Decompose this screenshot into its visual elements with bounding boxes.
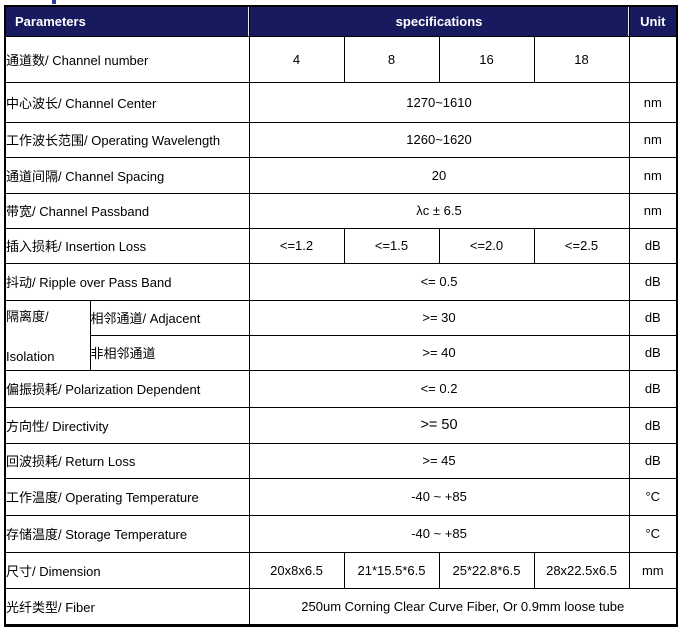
- channel-spacing-value: 20: [248, 156, 630, 194]
- operating-wavelength-label: 工作波长范围/ Operating Wavelength: [4, 121, 250, 158]
- channel-spacing-unit: nm: [628, 156, 678, 194]
- row-channel-spacing: 通道间隔/ Channel Spacing 20 nm: [4, 156, 678, 194]
- row-polarization: 偏振损耗/ Polarization Dependent <= 0.2 dB: [4, 369, 678, 408]
- storage-temperature-value: -40 ~ +85: [248, 514, 630, 553]
- fiber-label: 光纤类型/ Fiber: [4, 587, 250, 626]
- channel-number-value-2: 8: [343, 35, 440, 83]
- ripple-label: 抖动/ Ripple over Pass Band: [4, 262, 250, 301]
- return-loss-unit: dB: [628, 442, 678, 479]
- channel-passband-unit: nm: [628, 192, 678, 229]
- channel-passband-value: λc ± 6.5: [248, 192, 630, 229]
- row-dimension: 尺寸/ Dimension 20x8x6.5 21*15.5*6.5 25*22…: [4, 551, 678, 589]
- insertion-loss-label: 插入损耗/ Insertion Loss: [4, 227, 250, 264]
- channel-center-unit: nm: [628, 81, 678, 123]
- isolation-adjacent-label: 相邻通道/ Adjacent: [89, 299, 250, 336]
- specifications-table: Parameters specifications Unit 通道数/ Chan…: [4, 5, 679, 627]
- polarization-unit: dB: [628, 369, 678, 408]
- row-ripple: 抖动/ Ripple over Pass Band <= 0.5 dB: [4, 262, 678, 301]
- row-channel-number: 通道数/ Channel number 4 8 16 18: [4, 35, 678, 83]
- return-loss-label: 回波损耗/ Return Loss: [4, 442, 250, 479]
- channel-number-value-4: 18: [533, 35, 630, 83]
- insertion-loss-value-2: <=1.5: [343, 227, 440, 264]
- channel-number-value-3: 16: [438, 35, 535, 83]
- channel-passband-label: 带宽/ Channel Passband: [4, 192, 250, 229]
- channel-center-label: 中心波长/ Channel Center: [4, 81, 250, 123]
- header-specifications: specifications: [248, 5, 630, 37]
- fiber-value: 250um Corning Clear Curve Fiber, Or 0.9m…: [248, 587, 678, 626]
- row-directivity: 方向性/ Directivity >= 50 dB: [4, 406, 678, 444]
- directivity-label: 方向性/ Directivity: [4, 406, 250, 444]
- insertion-loss-value-4: <=2.5: [533, 227, 630, 264]
- operating-temperature-value: -40 ~ +85: [248, 477, 630, 516]
- row-insertion-loss: 插入损耗/ Insertion Loss <=1.2 <=1.5 <=2.0 <…: [4, 227, 678, 264]
- row-channel-passband: 带宽/ Channel Passband λc ± 6.5 nm: [4, 192, 678, 229]
- operating-wavelength-unit: nm: [628, 121, 678, 158]
- row-storage-temperature: 存储温度/ Storage Temperature -40 ~ +85 °C: [4, 514, 678, 553]
- storage-temperature-unit: °C: [628, 514, 678, 553]
- row-channel-center: 中心波长/ Channel Center 1270~1610 nm: [4, 81, 678, 123]
- isolation-non-adjacent-label: 非相邻通道: [89, 334, 250, 371]
- clipped-text-fragment: [52, 0, 56, 4]
- ripple-value: <= 0.5: [248, 262, 630, 301]
- dimension-label: 尺寸/ Dimension: [4, 551, 250, 589]
- insertion-loss-unit: dB: [628, 227, 678, 264]
- row-fiber: 光纤类型/ Fiber 250um Corning Clear Curve Fi…: [4, 587, 678, 626]
- isolation-adjacent-value: >= 30: [248, 299, 630, 336]
- dimension-value-2: 21*15.5*6.5: [343, 551, 440, 589]
- return-loss-value: >= 45: [248, 442, 630, 479]
- isolation-non-adjacent-value: >= 40: [248, 334, 630, 371]
- insertion-loss-value-3: <=2.0: [438, 227, 535, 264]
- storage-temperature-label: 存储温度/ Storage Temperature: [4, 514, 250, 553]
- operating-wavelength-value: 1260~1620: [248, 121, 630, 158]
- directivity-value: >= 50: [248, 406, 630, 444]
- isolation-label-line2: Isolation: [6, 349, 55, 364]
- header-parameters: Parameters: [4, 5, 250, 37]
- dimension-unit: mm: [628, 551, 678, 589]
- header-unit: Unit: [628, 5, 678, 37]
- isolation-label-line1: 隔离度/: [6, 309, 49, 324]
- isolation-label: 隔离度/ Isolation: [4, 299, 91, 371]
- channel-number-label: 通道数/ Channel number: [4, 35, 250, 83]
- channel-number-value-1: 4: [248, 35, 345, 83]
- dimension-value-4: 28x22.5x6.5: [533, 551, 630, 589]
- ripple-unit: dB: [628, 262, 678, 301]
- dimension-value-3: 25*22.8*6.5: [438, 551, 535, 589]
- channel-number-unit: [628, 35, 678, 83]
- row-return-loss: 回波损耗/ Return Loss >= 45 dB: [4, 442, 678, 479]
- row-isolation-non-adjacent: 非相邻通道 >= 40 dB: [5, 334, 678, 371]
- row-operating-wavelength: 工作波长范围/ Operating Wavelength 1260~1620 n…: [4, 121, 678, 158]
- dimension-value-1: 20x8x6.5: [248, 551, 345, 589]
- isolation-non-adjacent-unit: dB: [628, 334, 678, 371]
- channel-center-value: 1270~1610: [248, 81, 630, 123]
- insertion-loss-value-1: <=1.2: [248, 227, 345, 264]
- polarization-value: <= 0.2: [248, 369, 630, 408]
- row-operating-temperature: 工作温度/ Operating Temperature -40 ~ +85 °C: [4, 477, 678, 516]
- directivity-unit: dB: [628, 406, 678, 444]
- row-isolation-adjacent: 隔离度/ Isolation 相邻通道/ Adjacent >= 30 dB: [4, 299, 678, 371]
- operating-temperature-label: 工作温度/ Operating Temperature: [4, 477, 250, 516]
- header-row: Parameters specifications Unit: [4, 5, 678, 37]
- channel-spacing-label: 通道间隔/ Channel Spacing: [4, 156, 250, 194]
- polarization-label: 偏振损耗/ Polarization Dependent: [4, 369, 250, 408]
- operating-temperature-unit: °C: [628, 477, 678, 516]
- isolation-adjacent-unit: dB: [628, 299, 678, 336]
